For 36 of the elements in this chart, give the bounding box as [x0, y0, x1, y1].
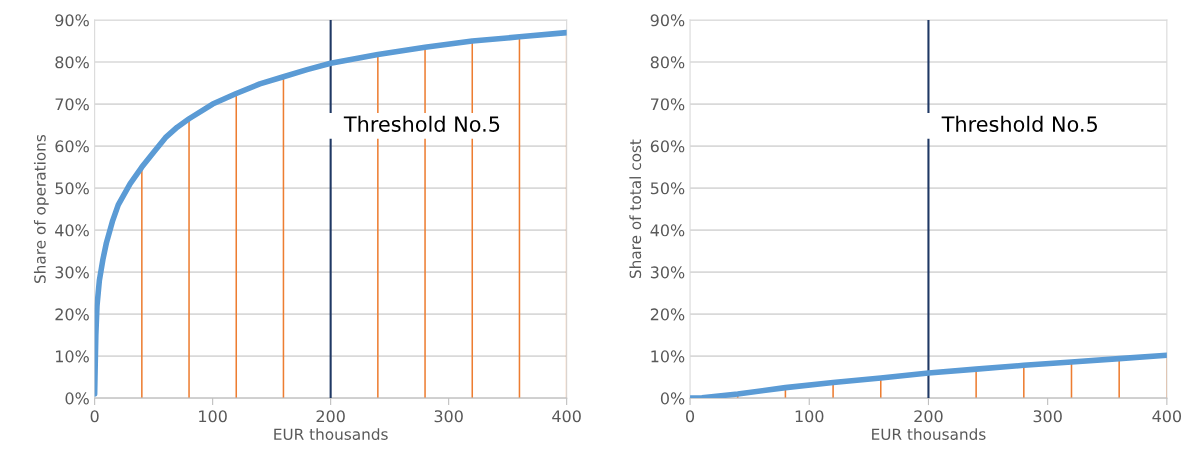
x-tick-label: 400: [1152, 410, 1182, 423]
y-tick-label: 80%: [650, 56, 685, 69]
y-tick-label: 0%: [65, 392, 89, 405]
x-tick-label: 0: [90, 410, 99, 423]
y-tick-label: 20%: [650, 308, 685, 321]
y-tick-label: 60%: [650, 140, 685, 153]
x-axis-title: EUR thousands: [274, 428, 388, 440]
y-tick-label: 10%: [651, 350, 685, 363]
y-tick-label: 20%: [55, 308, 89, 321]
y-tick-label: 90%: [650, 14, 685, 27]
x-tick-label: 300: [434, 410, 463, 423]
y-tick-label: 50%: [650, 182, 685, 195]
y-axis-title: Share of total cost: [629, 139, 642, 279]
y-axis-title: Share of operations: [33, 134, 49, 283]
x-tick-label: 200: [914, 410, 943, 423]
y-tick-label: 50%: [55, 182, 89, 195]
x-tick-label: 100: [199, 410, 227, 423]
x-axis-title: EUR thousands: [872, 428, 986, 440]
ref-line-label: Threshold No.5: [343, 115, 500, 132]
y-tick-label: 0%: [660, 392, 685, 405]
y-tick-label: 10%: [56, 350, 89, 363]
x-tick-label: 0: [686, 410, 695, 423]
x-tick-label: 300: [1033, 410, 1062, 423]
ref-line-label: Threshold No.5: [941, 115, 1097, 132]
y-tick-label: 40%: [650, 224, 685, 237]
y-tick-label: 60%: [55, 140, 89, 153]
y-tick-label: 30%: [55, 266, 89, 279]
y-tick-label: 70%: [55, 98, 89, 111]
y-tick-label: 80%: [55, 56, 89, 69]
x-tick-label: 200: [316, 410, 345, 423]
y-tick-label: 40%: [55, 224, 89, 237]
x-tick-label: 100: [795, 410, 824, 423]
y-tick-label: 70%: [651, 98, 685, 111]
y-tick-label: 30%: [650, 266, 685, 279]
x-tick-label: 400: [552, 410, 581, 423]
y-tick-label: 90%: [55, 14, 89, 27]
